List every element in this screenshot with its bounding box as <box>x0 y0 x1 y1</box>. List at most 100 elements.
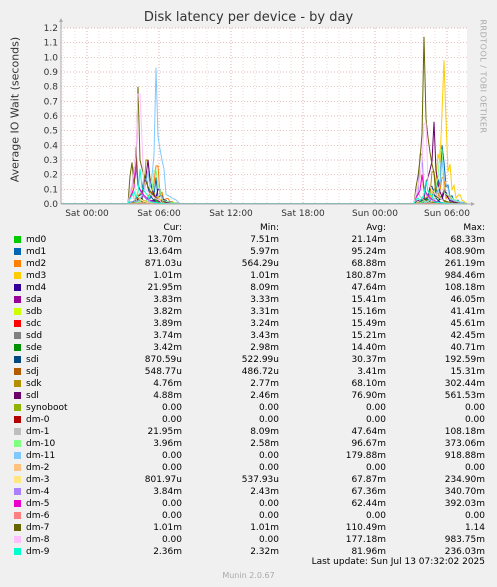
legend-row: synoboot 0.00 0.00 0.00 0.00 <box>0 402 497 414</box>
legend-cur: 1.01m <box>153 523 182 533</box>
legend-max: 192.59m <box>444 355 485 365</box>
legend-cur: 1.01m <box>153 271 182 281</box>
y-tick-label: 1.1 <box>44 39 58 49</box>
legend-avg: 95.24m <box>351 247 386 257</box>
tick-labels: 0.0 0.1 0.2 0.3 0.4 0.5 0.6 0.7 0.8 0.9 1.0 1.1 1.2 S… <box>44 24 471 219</box>
legend-name: dm-9 <box>26 547 50 557</box>
legend-min: 7.51m <box>250 235 279 245</box>
axes <box>59 18 475 206</box>
legend-avg: 68.10m <box>351 379 386 389</box>
legend-row: sdj 548.77u 486.72u 3.41m 15.31m <box>0 366 497 378</box>
legend-row: sda 3.83m 3.33m 15.41m 46.05m <box>0 294 497 306</box>
legend-col-cur: Cur: <box>163 223 182 233</box>
legend-name: dm-8 <box>26 535 50 545</box>
legend-swatch <box>14 428 21 435</box>
legend-max: 108.18m <box>444 283 485 293</box>
legend-name: dm-6 <box>26 511 50 521</box>
legend-name: dm-7 <box>26 523 50 533</box>
x-tick-label: Sat 18:00 <box>281 209 325 219</box>
legend-swatch <box>14 332 21 339</box>
legend-max: 234.90m <box>444 475 485 485</box>
legend-swatch <box>14 548 21 555</box>
chart-title: Disk latency per device - by day <box>143 10 354 25</box>
y-tick-label: 1.2 <box>44 24 58 34</box>
legend-cur: 871.03u <box>144 259 182 269</box>
legend-avg: 67.87m <box>351 475 386 485</box>
legend-name: sdj <box>26 367 39 377</box>
legend-name: sdb <box>26 307 43 317</box>
y-tick-label: 0.8 <box>44 83 59 93</box>
legend-avg: 15.41m <box>351 295 386 305</box>
legend-max: 0.00 <box>464 415 485 425</box>
legend-cur: 870.59u <box>144 355 182 365</box>
legend-avg: 0.00 <box>365 403 386 413</box>
legend-avg: 110.49m <box>345 523 386 533</box>
legend-row: md0 13.70m 7.51m 21.14m 68.33m <box>0 234 497 246</box>
legend-swatch <box>14 236 21 243</box>
legend-max: 561.53m <box>444 391 485 401</box>
legend-cur: 3.82m <box>153 307 182 317</box>
legend-avg: 0.00 <box>365 463 386 473</box>
x-tick-label: Sun 06:00 <box>424 209 470 219</box>
legend-name: synoboot <box>26 403 68 413</box>
x-tick-label: Sat 00:00 <box>65 209 109 219</box>
legend-cur: 13.64m <box>147 247 182 257</box>
legend-cur: 3.74m <box>153 331 182 341</box>
grid-lines <box>61 27 467 205</box>
legend-max: 108.18m <box>444 427 485 437</box>
legend-max: 0.00 <box>464 403 485 413</box>
legend-name: dm-2 <box>26 463 50 473</box>
x-tick-label: Sun 00:00 <box>352 209 398 219</box>
legend-min: 8.09m <box>250 283 279 293</box>
legend-row: dm-0 0.00 0.00 0.00 0.00 <box>0 414 497 426</box>
legend-avg: 62.44m <box>351 499 386 509</box>
legend-avg: 179.88m <box>345 451 386 461</box>
y-tick-label: 0.9 <box>44 68 59 78</box>
legend-swatch <box>14 296 21 303</box>
legend-row: dm-3 801.97u 537.93u 67.87m 234.90m <box>0 474 497 486</box>
legend-max: 302.44m <box>444 379 485 389</box>
legend-avg: 15.49m <box>351 319 386 329</box>
legend-name: sdk <box>26 379 42 389</box>
legend-row: dm-7 1.01m 1.01m 110.49m 1.14 <box>0 522 497 534</box>
legend-min: 1.01m <box>250 523 279 533</box>
legend-max: 1.14 <box>464 523 485 533</box>
legend-swatch <box>14 284 21 291</box>
y-tick-label: 0.4 <box>44 141 59 151</box>
legend-min: 3.31m <box>250 307 279 317</box>
legend-min: 2.43m <box>250 487 279 497</box>
legend-min: 0.00 <box>258 511 279 521</box>
legend-row: md2 871.03u 564.29u 68.88m 261.19m <box>0 258 497 270</box>
legend-row: dm-8 0.00 0.00 177.18m 983.75m <box>0 534 497 546</box>
y-tick-label: 0.3 <box>44 156 58 166</box>
legend-max: 408.90m <box>444 247 485 257</box>
legend-avg: 76.90m <box>351 391 386 401</box>
legend-max: 0.00 <box>464 511 485 521</box>
legend-cur: 21.95m <box>147 427 182 437</box>
legend-min: 537.93u <box>241 475 279 485</box>
legend-name: dm-11 <box>26 451 56 461</box>
legend-max: 46.05m <box>450 295 485 305</box>
legend-swatch <box>14 392 21 399</box>
legend-name: md3 <box>26 271 47 281</box>
legend-row: dm-1 21.95m 8.09m 47.64m 108.18m <box>0 426 497 438</box>
legend-cur: 13.70m <box>147 235 182 245</box>
legend-min: 2.32m <box>250 547 279 557</box>
legend-row: dm-6 0.00 0.00 0.00 0.00 <box>0 510 497 522</box>
legend-name: sdd <box>26 331 43 341</box>
legend-row: sdl 4.88m 2.46m 76.90m 561.53m <box>0 390 497 402</box>
legend-row: sdk 4.76m 2.77m 68.10m 302.44m <box>0 378 497 390</box>
legend-col-max: Max: <box>463 223 485 233</box>
legend-cur: 0.00 <box>161 415 182 425</box>
legend-min: 0.00 <box>258 403 279 413</box>
legend-name: md0 <box>26 235 47 245</box>
legend-swatch <box>14 308 21 315</box>
legend-max: 68.33m <box>450 235 485 245</box>
x-axis-arrow <box>471 202 475 206</box>
legend-swatch <box>14 260 21 267</box>
legend-avg: 15.16m <box>351 307 386 317</box>
legend-row: sdc 3.89m 3.24m 15.49m 45.61m <box>0 318 497 330</box>
legend-name: md1 <box>26 247 47 257</box>
legend-min: 2.98m <box>250 343 279 353</box>
